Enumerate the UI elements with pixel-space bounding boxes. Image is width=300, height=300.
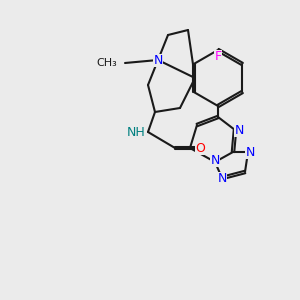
Text: O: O	[195, 142, 205, 154]
Text: N: N	[210, 154, 220, 166]
Text: N: N	[153, 53, 163, 67]
Text: F: F	[214, 50, 222, 62]
Text: N: N	[217, 172, 227, 184]
Text: N: N	[245, 146, 255, 158]
Text: NH: NH	[127, 125, 146, 139]
Text: CH₃: CH₃	[96, 58, 117, 68]
Text: N: N	[234, 124, 244, 136]
